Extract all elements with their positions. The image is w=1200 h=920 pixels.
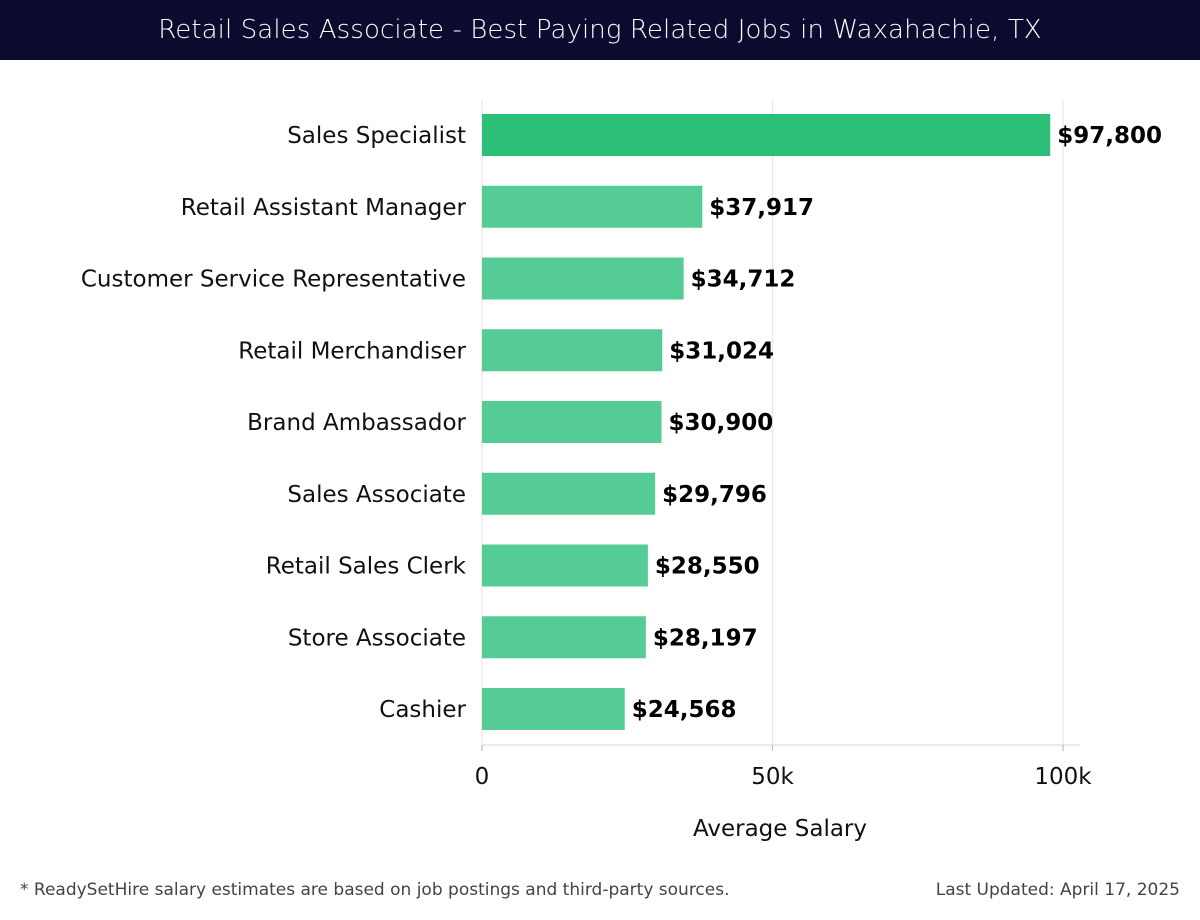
footer-note: * ReadySetHire salary estimates are base… xyxy=(20,880,730,900)
category-label: Sales Associate xyxy=(287,482,466,508)
value-label: $30,900 xyxy=(669,410,774,436)
x-axis: 0 50k 100k xyxy=(475,744,1092,790)
x-tick-label: 0 xyxy=(475,764,490,790)
bar xyxy=(482,688,625,730)
category-labels: Sales Specialist Retail Assistant Manager… xyxy=(81,123,467,723)
value-label: $28,197 xyxy=(653,625,758,651)
bar xyxy=(482,329,663,372)
bar xyxy=(482,472,656,515)
chart-header: Retail Sales Associate - Best Paying Rel… xyxy=(0,0,1200,60)
x-tick-label: 50k xyxy=(751,764,794,790)
value-label: $37,917 xyxy=(709,195,814,221)
bar xyxy=(482,257,684,300)
value-label: $34,712 xyxy=(691,267,796,293)
value-label: $31,024 xyxy=(669,338,774,364)
category-label: Retail Sales Clerk xyxy=(266,554,467,580)
category-label: Store Associate xyxy=(288,625,466,651)
category-label: Retail Assistant Manager xyxy=(181,195,467,221)
x-axis-label: Average Salary xyxy=(693,816,867,842)
bars xyxy=(482,114,1051,730)
category-label: Cashier xyxy=(379,697,466,723)
category-label: Brand Ambassador xyxy=(247,410,466,436)
x-tick-label: 100k xyxy=(1034,764,1092,790)
category-label: Customer Service Representative xyxy=(81,267,466,293)
last-updated: Last Updated: April 17, 2025 xyxy=(935,880,1180,900)
value-label: $29,796 xyxy=(662,482,767,508)
category-label: Retail Merchandiser xyxy=(238,338,466,364)
bar xyxy=(482,544,648,587)
bar xyxy=(482,616,646,659)
value-label: $28,550 xyxy=(655,554,760,580)
value-label: $97,800 xyxy=(1057,123,1162,149)
bar xyxy=(482,401,662,443)
chart-title: Retail Sales Associate - Best Paying Rel… xyxy=(158,15,1042,45)
category-label: Sales Specialist xyxy=(287,123,466,149)
bar xyxy=(482,185,703,228)
value-labels: $97,800 $37,917 $34,712 $31,024 $30,900 $29,7… xyxy=(632,123,1162,723)
bar xyxy=(482,114,1051,156)
value-label: $24,568 xyxy=(632,697,737,723)
